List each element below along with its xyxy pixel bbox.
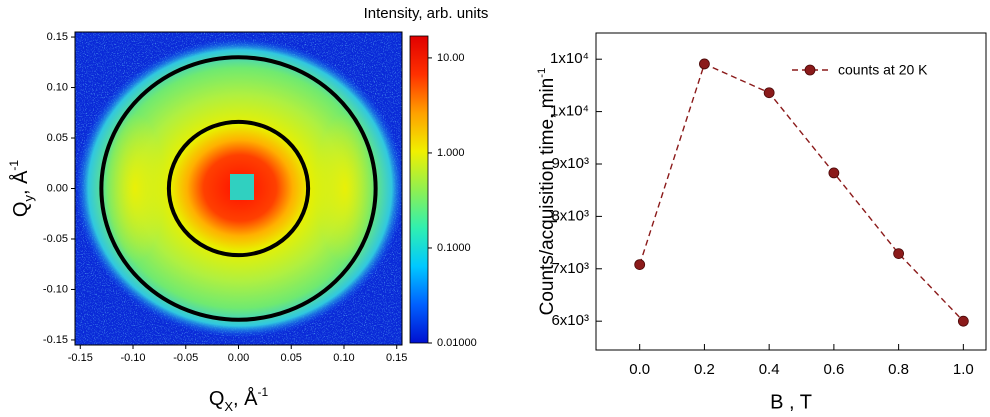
axis-label-part: , Å	[233, 387, 258, 410]
x-tick-label: 0.15	[386, 352, 407, 364]
colorbar-tick-label: 10.00	[437, 52, 465, 64]
x-tick-label: 0.2	[694, 361, 715, 378]
y-tick-label: -0.10	[43, 283, 68, 295]
y-tick-label: 0.10	[47, 81, 68, 93]
axis-label-part: y	[21, 195, 36, 202]
map-lobe	[105, 113, 165, 263]
y-tick-label: 0.00	[47, 182, 68, 194]
series-line	[639, 62, 964, 322]
y-tick-label: 0.05	[47, 132, 68, 144]
x-tick-label: 0.10	[333, 352, 354, 364]
map-lobe	[315, 113, 375, 263]
data-point	[634, 259, 646, 270]
axis-label-part: , Å	[9, 170, 32, 195]
data-point	[957, 315, 969, 327]
x-tick-label: 0.00	[228, 352, 249, 364]
data-point	[893, 248, 905, 259]
x-tick-label: -0.05	[173, 352, 198, 364]
axis-label-part: -1	[258, 385, 269, 399]
x-tick-label: 0.0	[629, 361, 650, 378]
axis-label: B , T	[770, 391, 812, 413]
x-tick-label: -0.10	[120, 352, 145, 364]
legend-label: counts at 20 K	[838, 62, 928, 78]
axis-label: Counts/acquisition time, min-1	[536, 68, 558, 316]
y-tick-label: -0.15	[43, 334, 68, 346]
x-tick-label: 1.0	[953, 361, 974, 378]
x-tick-label: 0.8	[888, 361, 909, 378]
beamstop	[230, 174, 254, 200]
axis-label-part: X	[224, 399, 233, 414]
scattering-map	[75, 32, 402, 345]
y-tick-label: 7x10³	[551, 260, 589, 277]
axis-label: Qy, Å-1	[7, 160, 36, 218]
axis-label-part: Q	[10, 202, 32, 218]
y-tick-label: 9x10³	[551, 155, 589, 172]
y-tick-label: -0.05	[43, 233, 68, 245]
ring	[99, 55, 378, 322]
axis-label-part: -1	[7, 160, 21, 171]
y-tick-label: 8x10³	[551, 207, 589, 224]
y-tick-label: 1x10⁴	[550, 103, 589, 120]
colorbar	[409, 35, 429, 344]
y-tick-label: 6x10³	[551, 312, 589, 329]
plot-frame	[595, 32, 987, 351]
legend-marker	[804, 64, 816, 76]
data-point	[763, 87, 775, 99]
x-tick-label: 0.4	[759, 361, 780, 378]
axis-label-part: -1	[536, 68, 548, 78]
data-point	[828, 167, 840, 179]
data-point	[699, 58, 710, 70]
axis-label-part: Q	[209, 388, 225, 410]
axis-label-part: Counts/acquisition time, min	[537, 78, 558, 316]
y-tick-label: 0.15	[47, 31, 68, 43]
colorbar-title: Intensity, arb. units	[364, 5, 489, 22]
x-tick-label: -0.15	[68, 352, 93, 364]
y-tick-label: 1x10⁴	[550, 50, 589, 67]
colorbar-tick-label: 1.000	[437, 147, 465, 159]
colorbar-tick-label: 0.01000	[437, 337, 477, 349]
axis-label: QX, Å-1	[209, 385, 269, 414]
x-tick-label: 0.6	[823, 361, 844, 378]
ring	[166, 119, 311, 258]
colorbar-tick-label: 0.1000	[437, 242, 471, 254]
x-tick-label: 0.05	[281, 352, 302, 364]
